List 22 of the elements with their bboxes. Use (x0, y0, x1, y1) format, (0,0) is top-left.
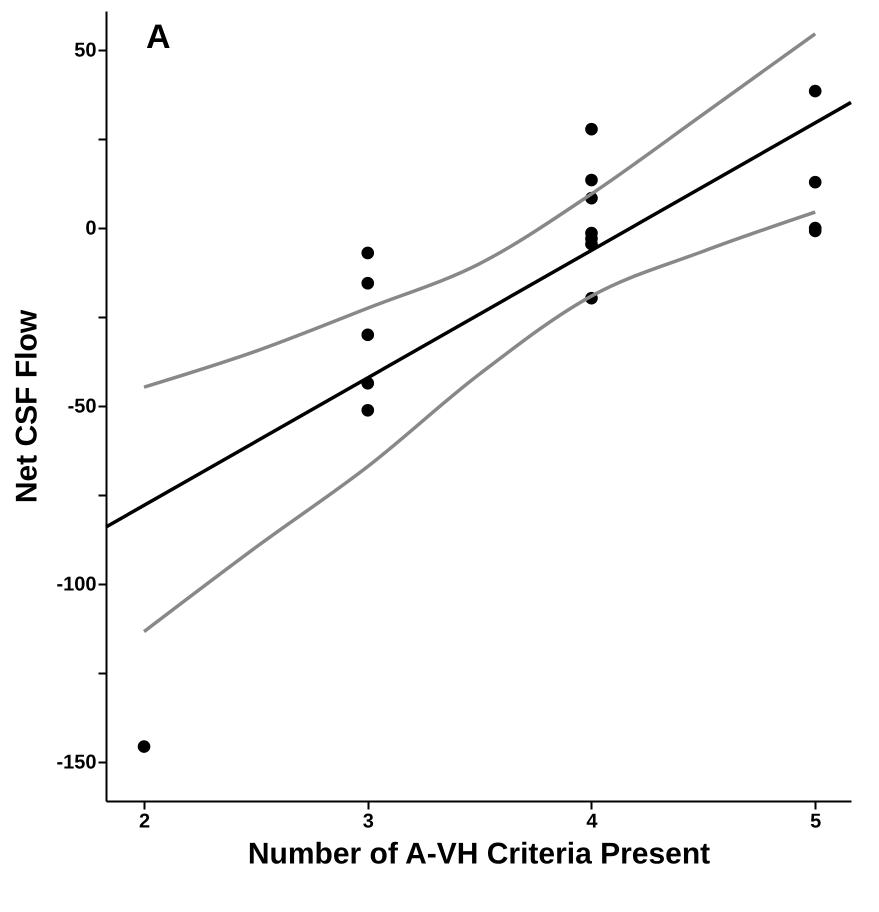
annotation: A (146, 18, 171, 56)
point (361, 246, 374, 260)
point (808, 176, 822, 188)
x-tick-label: 5 (810, 810, 822, 832)
x-tick-label: 3 (362, 810, 374, 832)
point (585, 174, 598, 186)
y-tick-label: -50 (68, 396, 96, 418)
point (138, 740, 150, 753)
point (808, 84, 822, 98)
y-tick-label: 0 (85, 218, 96, 240)
x-tick-label: 2 (138, 810, 150, 832)
y-tick-label: -150 (56, 751, 96, 774)
line-series (142, 210, 817, 634)
x-tick-label: 4 (586, 810, 598, 832)
point (361, 276, 374, 290)
x-axis-title: Number of A-VH Criteria Present (248, 838, 710, 870)
y-tick-label: 50 (74, 40, 96, 62)
point (361, 328, 374, 342)
y-axis-title: Net CSF Flow (10, 309, 44, 504)
point (585, 122, 598, 136)
point (361, 404, 374, 417)
y-tick-label: -100 (56, 573, 96, 596)
